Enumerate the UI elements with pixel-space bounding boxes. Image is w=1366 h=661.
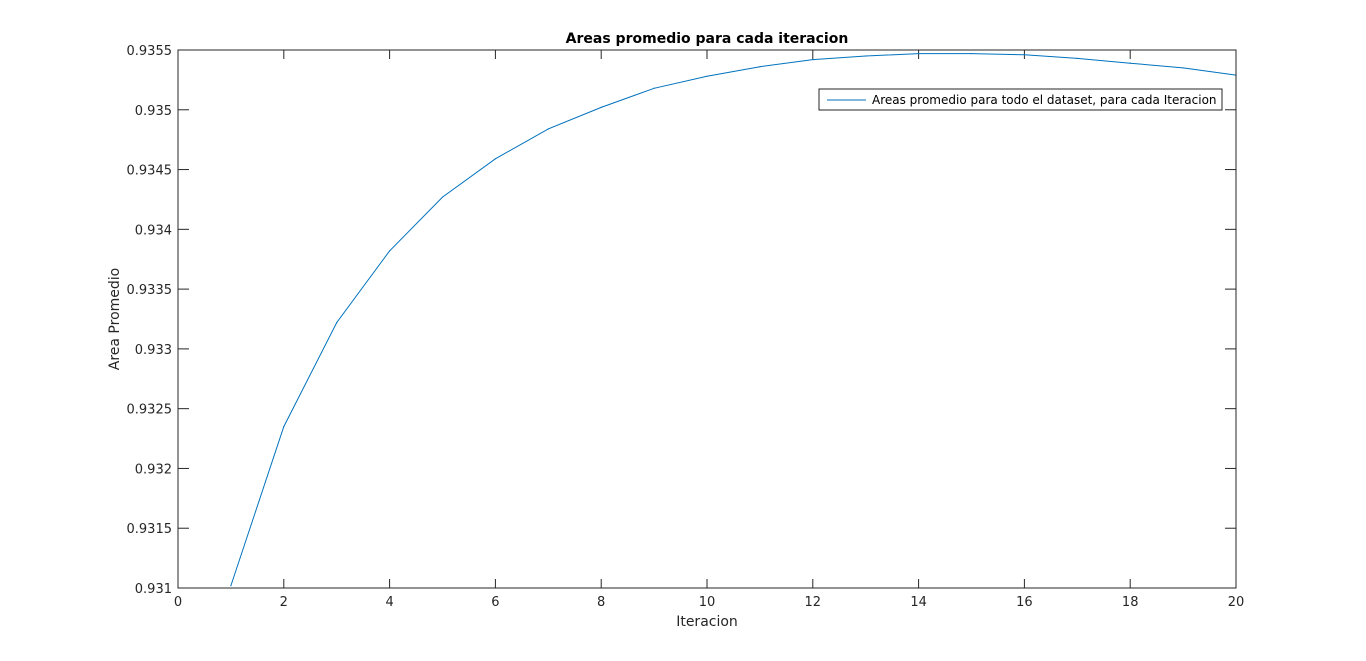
x-tick-label: 6	[491, 595, 499, 610]
legend-label: Areas promedio para todo el dataset, par…	[872, 93, 1217, 107]
x-tick-label: 14	[910, 595, 927, 610]
data-point	[865, 55, 867, 57]
data-point	[547, 128, 549, 130]
data-point	[1129, 62, 1131, 64]
data-point	[759, 66, 761, 68]
x-tick-labels: 0 2 4 6 8 10 12 14 16 18 20	[174, 595, 1244, 610]
y-tick-label: 0.935	[135, 104, 172, 119]
data-point	[494, 158, 496, 160]
legend: Areas promedio para todo el dataset, par…	[818, 88, 1223, 111]
x-tick-label: 20	[1228, 595, 1245, 610]
data-point	[283, 426, 285, 428]
chart-title: Areas promedio para cada iteracion	[566, 31, 849, 47]
x-tick-label: 4	[385, 595, 393, 610]
data-point	[1182, 67, 1184, 69]
data-point	[1076, 57, 1078, 59]
x-axis-label: Iteracion	[676, 614, 738, 630]
data-point	[918, 52, 920, 55]
data-point	[706, 75, 708, 77]
x-tick-label: 8	[597, 595, 605, 610]
y-tick-label: 0.9355	[127, 44, 173, 59]
series-line	[230, 53, 1237, 586]
data-point	[812, 58, 814, 61]
plot-area	[178, 50, 1236, 588]
data-point	[653, 87, 655, 89]
axes-box	[177, 49, 1237, 589]
data-point	[970, 52, 973, 55]
y-tick-label: 0.9325	[127, 403, 173, 418]
y-tick-labels: 0.931 0.9315 0.932 0.9325 0.933 0.9335 0.934 0.…	[127, 44, 173, 597]
x-tick-label: 12	[805, 595, 822, 610]
y-tick-label: 0.9315	[127, 522, 173, 537]
y-tick-label: 0.931	[135, 582, 172, 597]
x-tick-label: 2	[280, 595, 288, 610]
x-tick-label: 10	[699, 595, 716, 610]
x-tick-label: 18	[1122, 595, 1139, 610]
y-tick-label: 0.934	[135, 223, 172, 238]
x-tick-label: 16	[1016, 595, 1033, 610]
data-point	[441, 196, 444, 198]
y-tick-label: 0.9335	[127, 283, 173, 298]
y-tick-label: 0.933	[135, 343, 172, 358]
data-point	[230, 585, 232, 587]
data-point	[600, 106, 602, 108]
data-point	[389, 250, 391, 252]
x-tick-label: 0	[174, 595, 182, 610]
y-axis-label: Area Promedio	[107, 268, 123, 370]
y-tick-label: 0.9345	[127, 164, 173, 179]
legend-box	[818, 88, 1223, 111]
y-tick-label: 0.932	[135, 462, 172, 477]
data-point	[1023, 54, 1025, 56]
series-layer	[230, 52, 1237, 587]
data-point	[336, 321, 338, 324]
